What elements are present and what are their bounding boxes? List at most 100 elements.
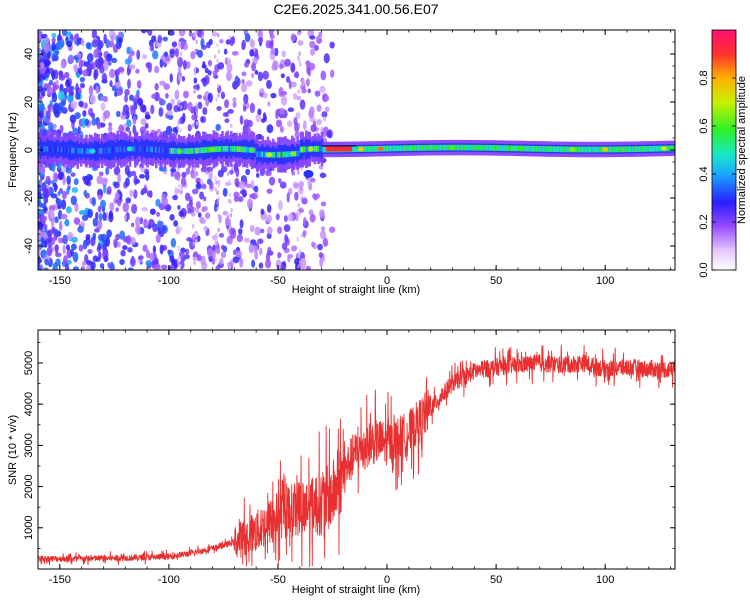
heatmap-cell bbox=[174, 187, 179, 196]
heatmap-cell bbox=[73, 217, 81, 225]
heatmap-cell bbox=[559, 146, 563, 153]
heatmap-cell bbox=[189, 148, 193, 154]
heatmap-cell bbox=[201, 183, 207, 190]
heatmap-cell bbox=[165, 147, 168, 154]
heatmap-cell bbox=[180, 226, 183, 231]
heatmap-cell bbox=[115, 233, 121, 241]
heatmap-cell bbox=[318, 31, 323, 38]
heatmap-cell bbox=[647, 145, 650, 152]
heatmap-cell bbox=[48, 145, 52, 152]
heatmap-cell bbox=[387, 145, 390, 152]
heatmap-cell bbox=[455, 144, 458, 151]
heatmap-cell bbox=[117, 241, 121, 248]
heatmap-cell bbox=[538, 145, 542, 152]
heatmap-cell bbox=[246, 119, 253, 128]
heatmap-cell bbox=[182, 112, 186, 123]
heatmap-cell bbox=[302, 120, 307, 131]
heatmap-cell bbox=[58, 146, 62, 153]
heatmap-cell bbox=[551, 146, 554, 152]
heatmap-cell bbox=[166, 102, 173, 112]
heatmap-cell bbox=[286, 120, 293, 128]
heatmap-cell bbox=[285, 76, 291, 83]
heatmap-cell bbox=[125, 235, 132, 245]
heatmap-cell bbox=[215, 241, 218, 247]
heatmap-cell bbox=[216, 146, 219, 153]
heatmap-cell bbox=[61, 30, 68, 37]
heatmap-cell bbox=[129, 189, 133, 198]
heatmap-cell bbox=[579, 146, 582, 153]
heatmap-cell bbox=[139, 145, 142, 152]
heatmap-cell bbox=[187, 101, 193, 111]
heatmap-cell bbox=[602, 147, 609, 152]
heatmap-cell bbox=[177, 183, 181, 189]
heatmap-cell bbox=[130, 170, 137, 177]
heatmap-cell bbox=[116, 146, 120, 153]
heatmap-cell bbox=[249, 38, 255, 48]
heatmap-cell bbox=[535, 145, 538, 152]
heatmap-cell bbox=[149, 146, 153, 153]
heatmap-cell bbox=[296, 237, 299, 242]
spectrogram-y-label: Frequency (Hz) bbox=[7, 112, 19, 188]
heatmap-cell bbox=[297, 253, 300, 258]
heatmap-cell bbox=[207, 59, 213, 67]
heatmap-cell bbox=[38, 213, 41, 219]
heatmap-cell bbox=[377, 146, 384, 151]
heatmap-cell bbox=[207, 70, 212, 76]
heatmap-cell bbox=[569, 147, 576, 152]
heatmap-cell bbox=[421, 144, 425, 151]
y-tick-label: 20 bbox=[23, 96, 35, 108]
heatmap-cell bbox=[135, 68, 140, 74]
heatmap-cell bbox=[100, 102, 106, 111]
heatmap-cell bbox=[238, 228, 243, 235]
heatmap-cell bbox=[392, 145, 395, 152]
heatmap-cell bbox=[219, 39, 224, 44]
heatmap-cell bbox=[102, 211, 107, 221]
heatmap-cell bbox=[169, 49, 175, 59]
heatmap-cell bbox=[248, 147, 255, 153]
heatmap-cell bbox=[125, 197, 132, 204]
heatmap-cell bbox=[221, 146, 224, 152]
heatmap-cell bbox=[176, 148, 183, 154]
heatmap-cell bbox=[178, 263, 182, 269]
heatmap-cell bbox=[162, 36, 168, 42]
heatmap-cell bbox=[39, 67, 46, 75]
heatmap-cell bbox=[75, 92, 81, 100]
heatmap-cell bbox=[329, 69, 335, 78]
heatmap-cell bbox=[96, 120, 102, 130]
heatmap-cell bbox=[503, 145, 507, 152]
heatmap-cell bbox=[414, 145, 418, 151]
heatmap-cell bbox=[153, 263, 161, 270]
heatmap-cell bbox=[137, 226, 141, 236]
heatmap-cell bbox=[260, 208, 265, 215]
heatmap-cell bbox=[122, 245, 128, 251]
heatmap-cell bbox=[119, 230, 126, 240]
heatmap-cell bbox=[313, 145, 317, 152]
heatmap-cell bbox=[657, 145, 661, 152]
heatmap-cell bbox=[60, 199, 67, 210]
heatmap-cell bbox=[38, 109, 44, 119]
heatmap-cell bbox=[38, 221, 44, 231]
heatmap-cell bbox=[217, 169, 224, 178]
heatmap-cell bbox=[496, 145, 500, 151]
heatmap-cell bbox=[95, 148, 99, 154]
heatmap-cell bbox=[247, 146, 251, 153]
heatmap-cell bbox=[282, 151, 285, 158]
heatmap-cell bbox=[245, 146, 249, 153]
heatmap-cell bbox=[202, 61, 206, 69]
heatmap-cell bbox=[245, 168, 251, 176]
heatmap-cell bbox=[390, 145, 394, 152]
heatmap-cell bbox=[216, 200, 219, 206]
snr-frame bbox=[37, 329, 676, 570]
heatmap-cell bbox=[166, 110, 173, 116]
heatmap-cell bbox=[307, 146, 314, 152]
heatmap-cell bbox=[46, 145, 50, 152]
heatmap-cell bbox=[127, 78, 131, 89]
heatmap-cell bbox=[217, 227, 220, 233]
heatmap-cell bbox=[184, 148, 188, 155]
heatmap-cell bbox=[41, 249, 47, 258]
heatmap-cell bbox=[531, 145, 535, 152]
heatmap-cell bbox=[182, 59, 187, 70]
heatmap-cell bbox=[126, 66, 131, 76]
heatmap-cell bbox=[287, 151, 291, 158]
heatmap-cell bbox=[277, 252, 282, 259]
